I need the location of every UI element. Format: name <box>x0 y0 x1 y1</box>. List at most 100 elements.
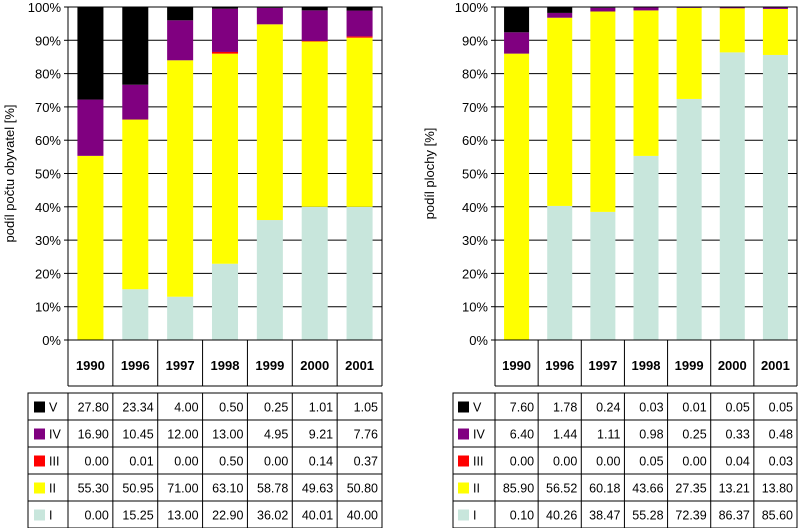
plot-frame <box>67 6 383 341</box>
bar-segment-v <box>301 7 328 11</box>
category-label: 1997 <box>588 358 617 373</box>
data-label: 85.90 <box>503 482 534 496</box>
data-label: 13.00 <box>212 428 243 442</box>
category-label: 2001 <box>345 358 374 373</box>
bar-segment-iv <box>256 7 283 25</box>
category-label: 1999 <box>675 358 704 373</box>
legend-label: I <box>473 509 476 523</box>
bar-segment-iv <box>504 32 530 54</box>
data-label: 0.00 <box>510 455 534 469</box>
data-label: 7.76 <box>354 428 378 442</box>
data-label: 0.00 <box>553 455 577 469</box>
bar-segment-i <box>762 54 788 341</box>
bar-segment-ii <box>547 17 573 206</box>
legend-key-ii <box>458 482 469 494</box>
bar-segment-i <box>633 155 659 340</box>
category-label: 2000 <box>300 358 329 373</box>
data-label: 9.21 <box>309 428 333 442</box>
data-label: 71.00 <box>167 482 198 496</box>
bar-segment-iv <box>167 20 194 61</box>
category-label: 1998 <box>632 358 661 373</box>
bar-segment-i <box>676 98 702 340</box>
legend-key-iii <box>458 455 469 467</box>
y-tick-label: 70% <box>462 100 488 115</box>
data-label: 0.33 <box>726 428 750 442</box>
bar-segment-iv <box>719 7 745 9</box>
bar-segment-ii <box>211 53 239 264</box>
data-label: 13.21 <box>719 482 750 496</box>
data-label: 1.11 <box>597 428 620 442</box>
legend-label: IV <box>49 428 61 442</box>
data-label: 0.48 <box>769 428 793 442</box>
bar-segment-ii <box>719 8 745 53</box>
bar-segment-i <box>719 52 745 340</box>
bar-segment-iv <box>122 84 149 120</box>
bar-segment-iii <box>211 51 239 54</box>
data-label: 27.80 <box>78 401 109 415</box>
data-label: 0.05 <box>639 455 663 469</box>
bar-segment-ii <box>301 41 328 207</box>
data-label: 40.26 <box>546 509 577 523</box>
data-label: 0.03 <box>639 401 663 415</box>
bar-segment-ii <box>77 155 104 340</box>
bar-segment-v <box>122 7 149 85</box>
data-label: 0.00 <box>264 455 288 469</box>
bar-segment-v <box>346 7 373 11</box>
y-tick-label: 80% <box>35 67 61 82</box>
bar-segment-v <box>504 7 530 33</box>
bar-segment-v <box>547 7 573 13</box>
data-label: 0.98 <box>639 428 663 442</box>
y-tick-label: 30% <box>462 233 488 248</box>
data-label: 0.50 <box>219 401 243 415</box>
data-label: 55.28 <box>632 509 663 523</box>
category-label: 1998 <box>211 358 240 373</box>
data-label: 0.25 <box>682 428 706 442</box>
category-label: 2001 <box>761 358 790 373</box>
data-label: 16.90 <box>78 428 109 442</box>
category-label: 2000 <box>718 358 747 373</box>
data-label: 7.60 <box>510 401 534 415</box>
legend-key-v <box>458 401 469 413</box>
data-label: 12.00 <box>167 428 198 442</box>
data-label: 0.00 <box>596 455 620 469</box>
data-label: 0.04 <box>726 455 750 469</box>
category-label: 1999 <box>255 358 284 373</box>
y-tick-label: 40% <box>35 200 61 215</box>
data-label: 40.00 <box>347 509 378 523</box>
data-label: 4.95 <box>264 428 288 442</box>
y-tick-label: 80% <box>462 67 488 82</box>
bar-segment-i <box>211 263 239 340</box>
data-label: 56.52 <box>546 482 577 496</box>
legend-label: IV <box>473 428 485 442</box>
y-tick-label: 90% <box>35 33 61 48</box>
legend-label: I <box>49 509 52 523</box>
bar-segment-ii <box>676 7 702 99</box>
y-tick-label: 10% <box>462 300 488 315</box>
legend-label: V <box>473 401 482 415</box>
bar-segment-v <box>77 7 104 100</box>
data-label: 15.25 <box>122 509 153 523</box>
y-tick-label: 90% <box>462 33 488 48</box>
bar-segment-iv <box>633 7 659 11</box>
y-tick-label: 50% <box>462 167 488 182</box>
y-tick-label: 30% <box>35 233 61 248</box>
data-label: 49.63 <box>302 482 333 496</box>
data-label: 85.60 <box>762 509 793 523</box>
data-label: 0.01 <box>129 455 153 469</box>
data-label: 0.03 <box>769 455 793 469</box>
y-tick-label: 60% <box>462 133 488 148</box>
data-label: 38.47 <box>589 509 620 523</box>
data-label: 10.45 <box>122 428 153 442</box>
bar-segment-ii <box>256 24 283 221</box>
data-label: 1.05 <box>354 401 378 415</box>
data-label: 0.25 <box>264 401 288 415</box>
data-label: 55.30 <box>78 482 109 496</box>
data-label: 60.18 <box>589 482 620 496</box>
bar-segment-ii <box>762 8 788 55</box>
legend-key-iv <box>458 428 469 440</box>
data-label: 1.44 <box>553 428 577 442</box>
data-label: 0.05 <box>769 401 793 415</box>
category-label: 1990 <box>76 358 105 373</box>
y-tick-label: 0% <box>469 333 488 348</box>
